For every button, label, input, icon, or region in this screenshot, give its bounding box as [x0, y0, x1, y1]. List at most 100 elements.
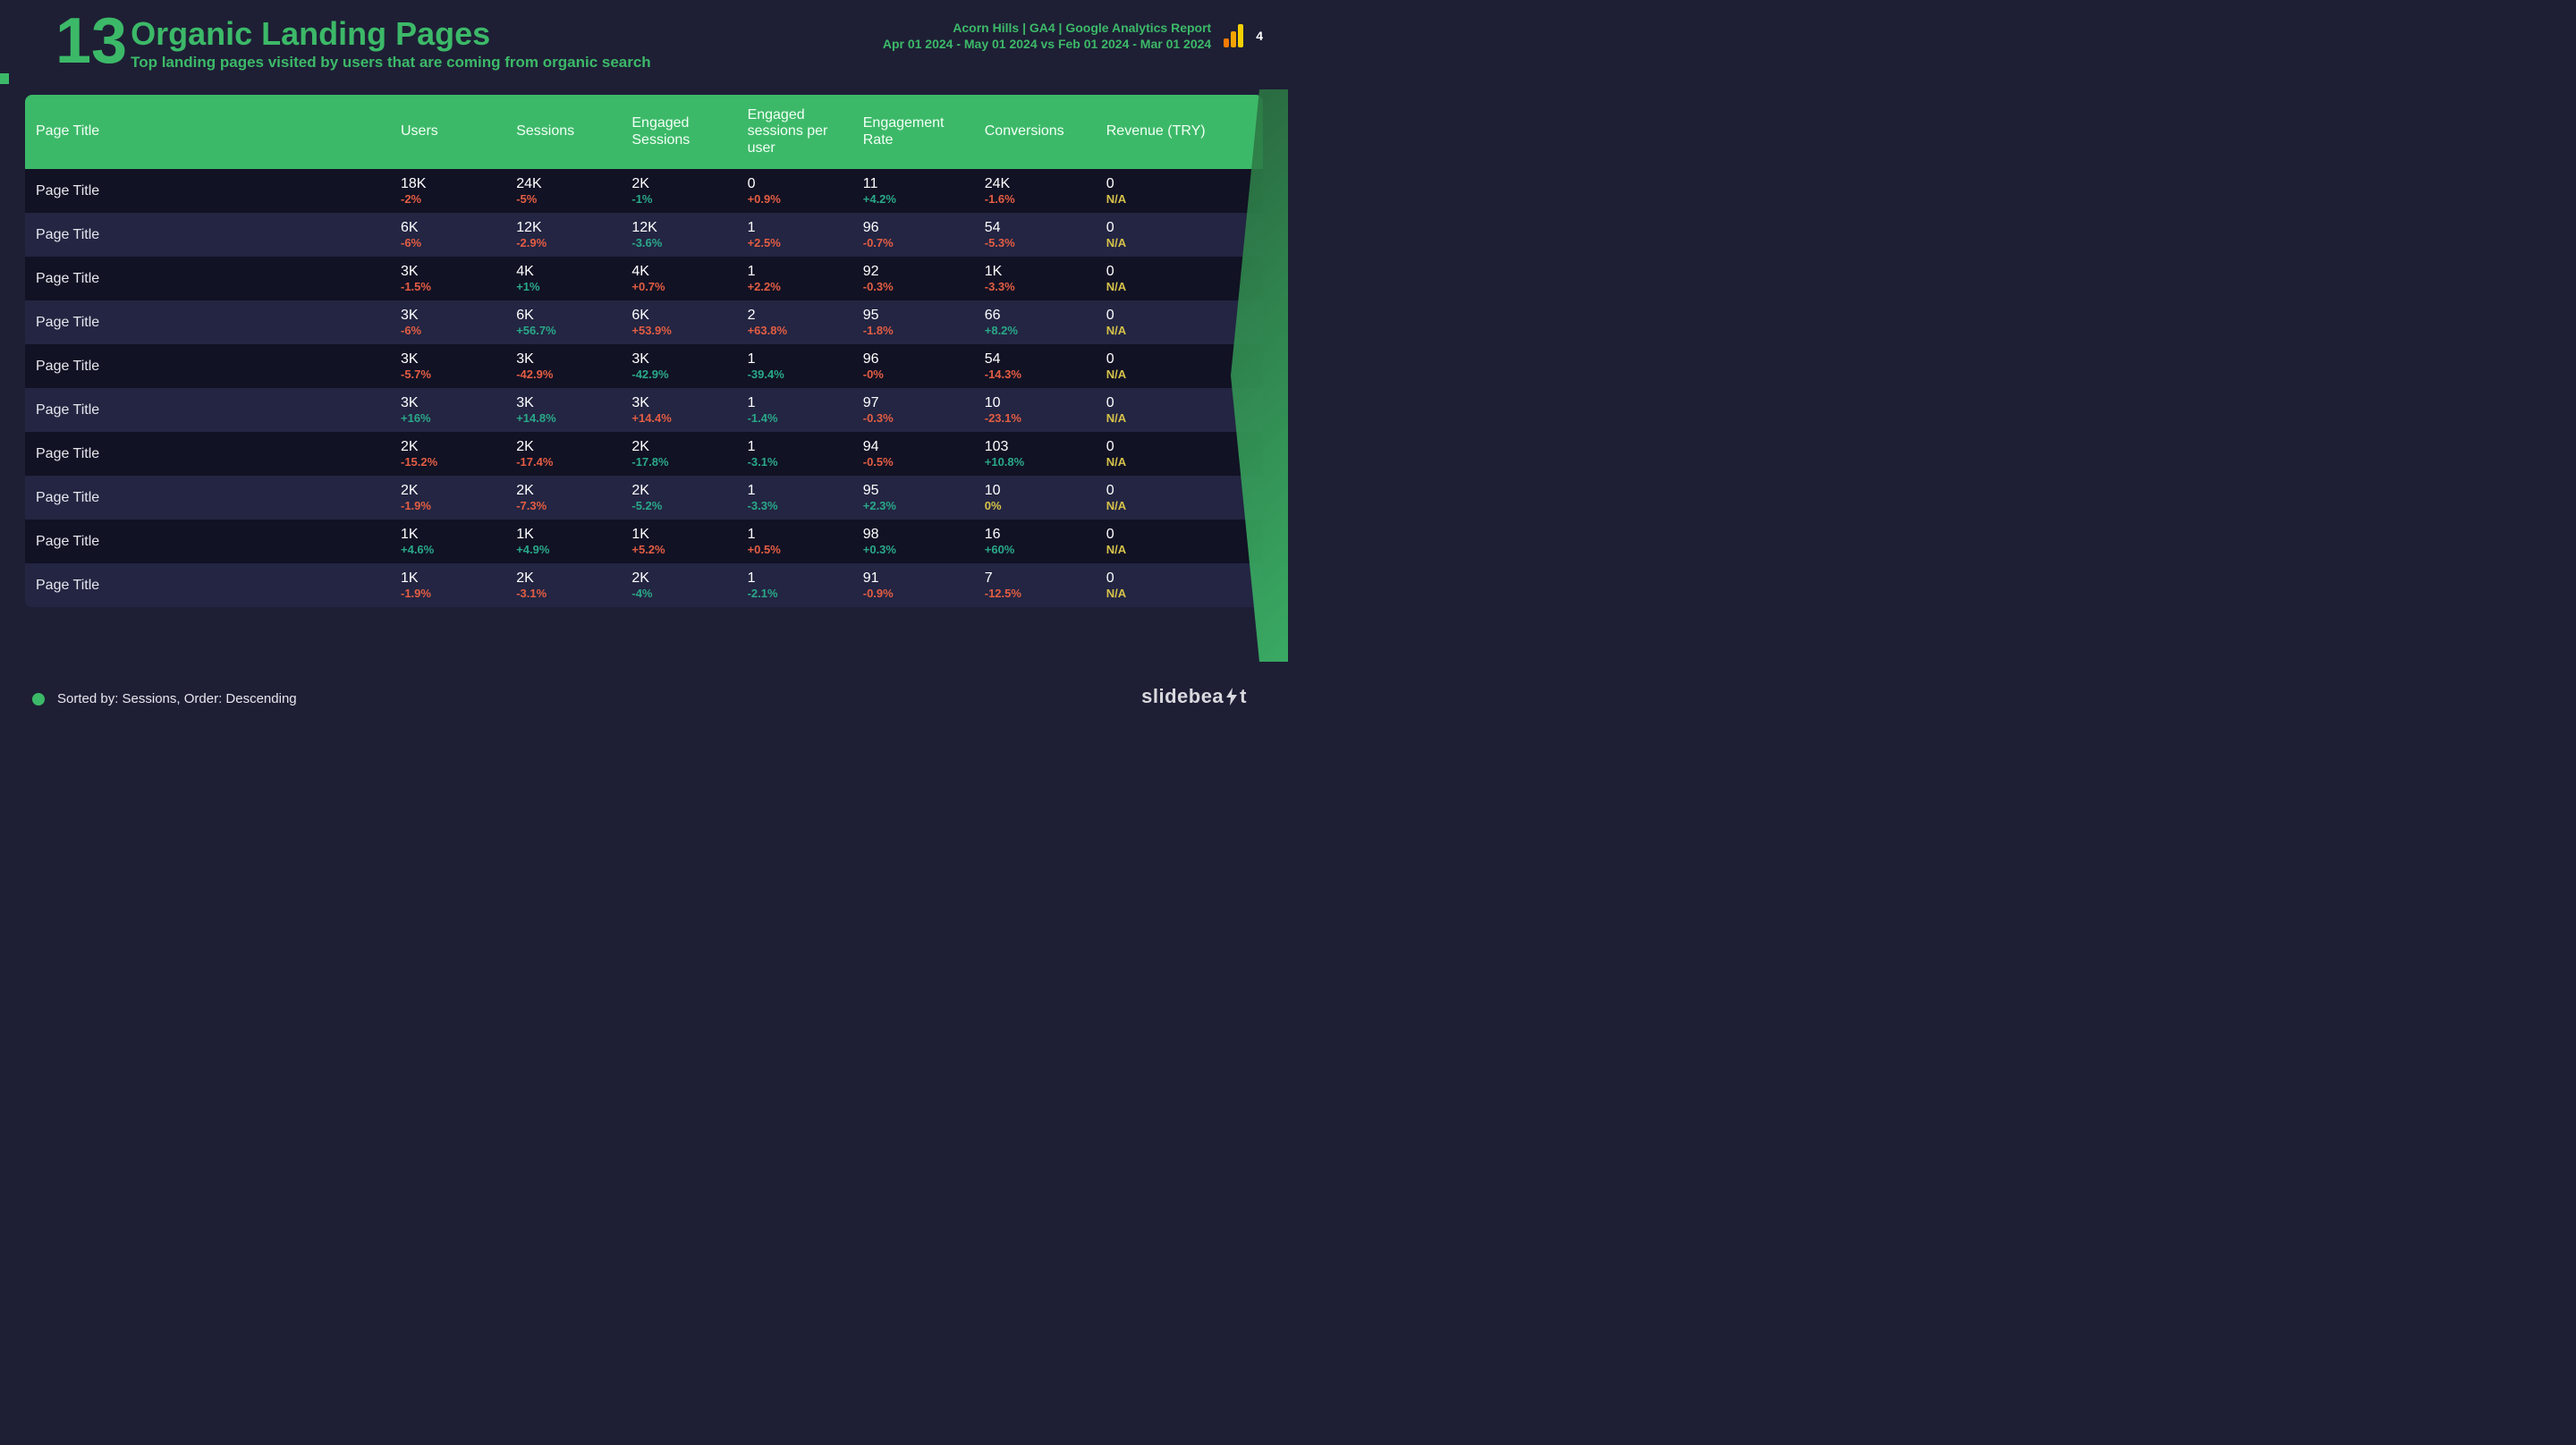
metric-value: 16	[985, 527, 1106, 543]
cell-erate: 95-1.8%	[863, 308, 985, 337]
metric-delta: -39.4%	[748, 368, 863, 381]
metric-value: 2K	[401, 439, 516, 455]
metric-delta: +14.4%	[631, 411, 747, 425]
cell-page-title: Page Title	[36, 578, 401, 594]
cell-sessions: 4K+1%	[516, 264, 631, 293]
cell-rev: 0N/A	[1106, 527, 1252, 556]
cell-rev: 0N/A	[1106, 351, 1252, 381]
metric-delta: -12.5%	[985, 587, 1106, 600]
metric-delta: -14.3%	[985, 368, 1106, 381]
th-engagement-rate: Engagement Rate	[863, 115, 985, 148]
metric-value: 0	[1106, 439, 1252, 455]
metric-delta: +1%	[516, 280, 631, 293]
cell-users: 3K-6%	[401, 308, 516, 337]
cell-sessions: 3K-42.9%	[516, 351, 631, 381]
metric-delta: -5.3%	[985, 236, 1106, 249]
table-row: Page Title3K+16%3K+14.8%3K+14.4%1-1.4%97…	[25, 388, 1263, 432]
metric-value: 1K	[516, 527, 631, 543]
landing-pages-table: Page Title Users Sessions Engaged Sessio…	[25, 95, 1263, 607]
cell-conv: 10-23.1%	[985, 395, 1106, 425]
metric-value: 94	[863, 439, 985, 455]
metric-delta: N/A	[1106, 236, 1252, 249]
cell-conv: 24K-1.6%	[985, 176, 1106, 206]
metric-delta: -1.5%	[401, 280, 516, 293]
metric-value: 2K	[631, 176, 747, 192]
metric-value: 3K	[401, 351, 516, 368]
metric-delta: -23.1%	[985, 411, 1106, 425]
metric-value: 1	[748, 395, 863, 411]
metric-value: 0	[1106, 351, 1252, 368]
metric-delta: -0.7%	[863, 236, 985, 249]
metric-value: 0	[1106, 570, 1252, 587]
cell-page-title: Page Title	[36, 359, 401, 375]
cell-erate: 97-0.3%	[863, 395, 985, 425]
metric-value: 1K	[631, 527, 747, 543]
cell-sessions: 24K-5%	[516, 176, 631, 206]
metric-value: 24K	[516, 176, 631, 192]
metric-value: 0	[748, 176, 863, 192]
cell-conv: 66+8.2%	[985, 308, 1106, 337]
metric-value: 2K	[516, 570, 631, 587]
metric-value: 1	[748, 483, 863, 499]
metric-value: 6K	[631, 308, 747, 324]
metric-delta: +4.6%	[401, 543, 516, 556]
metric-delta: -4%	[631, 587, 747, 600]
cell-page-title: Page Title	[36, 183, 401, 199]
cell-espu: 1-1.4%	[748, 395, 863, 425]
cell-espu: 1-2.1%	[748, 570, 863, 600]
metric-value: 103	[985, 439, 1106, 455]
page-subtitle: Top landing pages visited by users that …	[131, 54, 651, 72]
metric-value: 0	[1106, 527, 1252, 543]
metric-value: 4K	[516, 264, 631, 280]
cell-engaged: 4K+0.7%	[631, 264, 747, 293]
meta-date-range: Apr 01 2024 - May 01 2024 vs Feb 01 2024…	[883, 36, 1211, 52]
metric-value: 24K	[985, 176, 1106, 192]
th-conversions: Conversions	[985, 123, 1106, 139]
table-row: Page Title18K-2%24K-5%2K-1%0+0.9%11+4.2%…	[25, 169, 1263, 213]
metric-value: 2K	[516, 483, 631, 499]
metric-value: 3K	[516, 395, 631, 411]
metric-delta: -17.8%	[631, 455, 747, 469]
cell-erate: 94-0.5%	[863, 439, 985, 469]
cell-rev: 0N/A	[1106, 570, 1252, 600]
meta-source: Acorn Hills | GA4 | Google Analytics Rep…	[883, 20, 1211, 36]
metric-delta: -3.3%	[985, 280, 1106, 293]
metric-value: 1	[748, 264, 863, 280]
cell-espu: 2+63.8%	[748, 308, 863, 337]
th-users: Users	[401, 123, 516, 139]
metric-value: 6K	[401, 220, 516, 236]
table-body: Page Title18K-2%24K-5%2K-1%0+0.9%11+4.2%…	[25, 169, 1263, 607]
table-row: Page Title6K-6%12K-2.9%12K-3.6%1+2.5%96-…	[25, 213, 1263, 257]
metric-delta: +14.8%	[516, 411, 631, 425]
metric-value: 0	[1106, 176, 1252, 192]
metric-value: 3K	[401, 395, 516, 411]
metric-delta: 0%	[985, 499, 1106, 512]
page-number-badge: 4	[1256, 29, 1263, 43]
metric-delta: N/A	[1106, 411, 1252, 425]
cell-sessions: 3K+14.8%	[516, 395, 631, 425]
cell-engaged: 3K+14.4%	[631, 395, 747, 425]
metric-value: 11	[863, 176, 985, 192]
table-header: Page Title Users Sessions Engaged Sessio…	[25, 95, 1263, 169]
table-row: Page Title2K-15.2%2K-17.4%2K-17.8%1-3.1%…	[25, 432, 1263, 476]
cell-espu: 1+2.2%	[748, 264, 863, 293]
cell-conv: 54-14.3%	[985, 351, 1106, 381]
metric-value: 6K	[516, 308, 631, 324]
metric-value: 1	[748, 439, 863, 455]
metric-value: 0	[1106, 483, 1252, 499]
metric-delta: -7.3%	[516, 499, 631, 512]
th-engaged-sessions: Engaged Sessions	[631, 115, 747, 148]
cell-rev: 0N/A	[1106, 220, 1252, 249]
cell-engaged: 1K+5.2%	[631, 527, 747, 556]
metric-value: 2K	[631, 439, 747, 455]
cell-rev: 0N/A	[1106, 483, 1252, 512]
sort-note-text: Sorted by: Sessions, Order: Descending	[57, 691, 297, 706]
metric-value: 1	[748, 527, 863, 543]
metric-value: 2K	[631, 570, 747, 587]
header-meta-block: Acorn Hills | GA4 | Google Analytics Rep…	[883, 14, 1263, 52]
metric-delta: N/A	[1106, 499, 1252, 512]
metric-value: 2K	[516, 439, 631, 455]
cell-espu: 0+0.9%	[748, 176, 863, 206]
metric-value: 66	[985, 308, 1106, 324]
metric-delta: -17.4%	[516, 455, 631, 469]
